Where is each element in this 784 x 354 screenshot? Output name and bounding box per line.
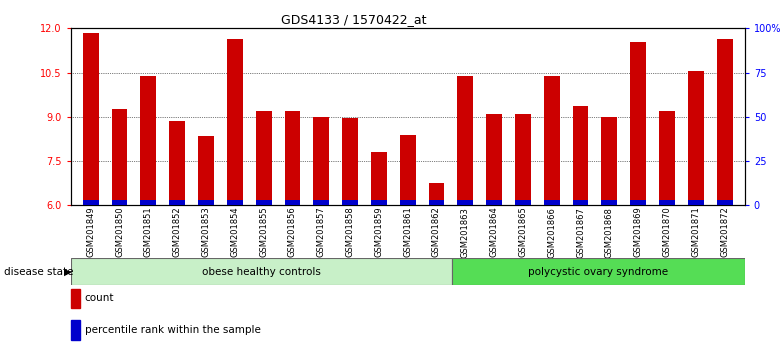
Bar bbox=[515, 200, 531, 205]
Bar bbox=[515, 114, 531, 205]
Bar bbox=[256, 200, 271, 205]
Text: percentile rank within the sample: percentile rank within the sample bbox=[85, 325, 260, 335]
Bar bbox=[198, 200, 214, 205]
Bar bbox=[717, 39, 732, 205]
Bar bbox=[342, 118, 358, 205]
Bar bbox=[285, 200, 300, 205]
Bar bbox=[83, 33, 99, 205]
Text: count: count bbox=[85, 293, 114, 303]
Bar bbox=[601, 200, 617, 205]
Text: ▶: ▶ bbox=[64, 267, 72, 276]
Bar bbox=[71, 258, 452, 285]
Title: GDS4133 / 1570422_at: GDS4133 / 1570422_at bbox=[281, 13, 426, 26]
Bar bbox=[429, 200, 445, 205]
Bar bbox=[572, 107, 589, 205]
Bar bbox=[486, 200, 502, 205]
Bar bbox=[659, 200, 675, 205]
Bar bbox=[630, 42, 646, 205]
Bar bbox=[169, 200, 185, 205]
Bar bbox=[169, 121, 185, 205]
Bar bbox=[717, 200, 732, 205]
Bar bbox=[371, 200, 387, 205]
Bar bbox=[688, 200, 704, 205]
Bar bbox=[486, 114, 502, 205]
Bar bbox=[429, 183, 445, 205]
Bar bbox=[601, 117, 617, 205]
Bar bbox=[342, 200, 358, 205]
Bar bbox=[630, 200, 646, 205]
Bar bbox=[314, 200, 329, 205]
Bar bbox=[452, 258, 745, 285]
Bar bbox=[572, 200, 589, 205]
Bar bbox=[227, 39, 243, 205]
Bar bbox=[457, 200, 474, 205]
Bar bbox=[111, 200, 128, 205]
Text: disease state: disease state bbox=[4, 267, 74, 276]
Bar bbox=[544, 75, 560, 205]
Bar bbox=[83, 200, 99, 205]
Bar bbox=[400, 200, 416, 205]
Bar bbox=[659, 111, 675, 205]
Text: obese healthy controls: obese healthy controls bbox=[201, 267, 321, 277]
Bar bbox=[371, 152, 387, 205]
Bar bbox=[544, 200, 560, 205]
Bar bbox=[198, 136, 214, 205]
Text: polycystic ovary syndrome: polycystic ovary syndrome bbox=[528, 267, 668, 277]
Bar bbox=[227, 200, 243, 205]
Bar bbox=[256, 111, 271, 205]
Bar bbox=[688, 71, 704, 205]
Bar bbox=[111, 109, 128, 205]
Bar bbox=[457, 75, 474, 205]
Bar bbox=[140, 200, 156, 205]
Bar bbox=[140, 75, 156, 205]
Bar bbox=[400, 135, 416, 205]
Bar bbox=[314, 117, 329, 205]
Bar bbox=[285, 111, 300, 205]
